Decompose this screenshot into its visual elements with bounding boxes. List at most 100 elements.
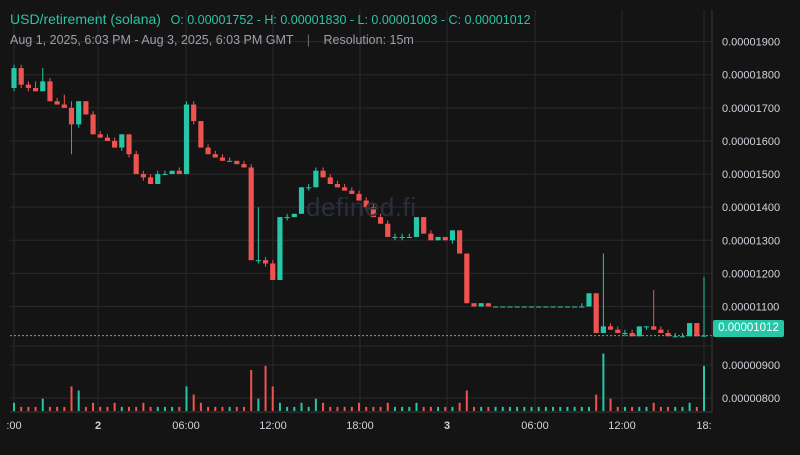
price-tick-label: 0.00001400 [722, 202, 780, 214]
candle-body [334, 184, 341, 188]
candle [306, 184, 312, 191]
volume-bar [580, 406, 583, 411]
volume-bar [41, 398, 44, 411]
volume-bar [343, 406, 346, 411]
volume-bar [516, 406, 519, 411]
volume-bar [401, 406, 404, 411]
candle [557, 306, 563, 308]
volume-bar [271, 386, 274, 411]
candle-body [291, 213, 297, 218]
candle-body [262, 260, 269, 264]
volume-bar [135, 406, 138, 411]
candle [356, 190, 362, 201]
candle [227, 157, 233, 162]
volume-bar [487, 406, 490, 411]
candle-body [76, 101, 82, 125]
candle [629, 329, 635, 337]
volume-bar [264, 365, 267, 411]
volume-bar [703, 365, 705, 411]
candle [528, 306, 535, 308]
candle [471, 303, 477, 307]
candle-body [298, 187, 305, 214]
volume-bars [13, 353, 705, 411]
candle-body [521, 306, 527, 308]
candle-body [428, 233, 434, 241]
volume-bar [358, 402, 360, 411]
candle [262, 256, 269, 267]
volume-bar [508, 406, 511, 411]
volume-bar [286, 406, 289, 411]
candle-body [155, 174, 161, 184]
volume-bar [192, 394, 195, 411]
candle [248, 164, 254, 261]
candle [687, 323, 693, 337]
candle-body [277, 217, 283, 281]
candle [255, 207, 261, 264]
candle-body [564, 306, 571, 308]
candle-body [679, 336, 686, 338]
candle-body [241, 164, 247, 168]
candle-body [370, 207, 376, 218]
volume-bar [566, 406, 569, 411]
volume-bar [56, 406, 59, 411]
candle [349, 187, 355, 194]
volume-bar [451, 406, 454, 411]
grid [10, 10, 712, 412]
volume-bar [444, 406, 447, 411]
volume-bar [365, 406, 368, 411]
candle [334, 180, 341, 188]
candle-body [528, 306, 535, 308]
volume-bar [106, 406, 109, 411]
candle [241, 160, 247, 168]
candle [478, 303, 484, 307]
candle [40, 68, 46, 92]
candle [54, 97, 60, 105]
candle-body [593, 293, 599, 333]
candle [155, 170, 161, 184]
volume-bar [645, 406, 648, 411]
date-range: Aug 1, 2025, 6:03 PM - Aug 3, 2025, 6:03… [10, 33, 294, 47]
time-axis[interactable]: :00 2 06:00 12:00 18:00 3 06:00 12:00 18: [6, 411, 712, 432]
candle [97, 131, 103, 138]
volume-bar [307, 406, 310, 411]
candle-body [90, 114, 96, 135]
volume-bar [113, 402, 116, 411]
candle-body [320, 170, 326, 178]
candle-body [399, 236, 405, 238]
candle-body [270, 263, 276, 281]
volume-bar [257, 398, 260, 411]
candle [622, 329, 628, 337]
volume-bar [631, 406, 634, 411]
candle-body [471, 303, 477, 307]
candle [607, 323, 614, 330]
volume-bar [652, 402, 655, 411]
volume-bar [429, 406, 432, 411]
candle-body [665, 333, 671, 337]
candle [543, 306, 549, 308]
candle [464, 253, 470, 304]
candle [298, 187, 305, 214]
volume-bar [609, 398, 612, 411]
candle-body [658, 329, 664, 333]
volume-bar [336, 406, 339, 411]
candle-body [406, 236, 412, 238]
candle [47, 78, 53, 102]
candle [593, 293, 599, 333]
candle [586, 293, 592, 307]
volume-bar [523, 406, 526, 411]
candle-body [457, 230, 463, 254]
volume-bar [163, 406, 166, 411]
candle [421, 217, 427, 234]
candle [435, 236, 441, 241]
candle [392, 233, 398, 241]
candle [313, 167, 319, 188]
volume-bar [616, 406, 619, 411]
candle-body [205, 147, 211, 155]
volume-bar [142, 402, 145, 411]
candle-body [607, 326, 614, 330]
time-tick-label: 18:00 [346, 420, 374, 432]
candle-body [227, 160, 233, 162]
price-axis[interactable]: 0.00001900 0.00001800 0.00001700 0.00001600… [711, 10, 780, 412]
